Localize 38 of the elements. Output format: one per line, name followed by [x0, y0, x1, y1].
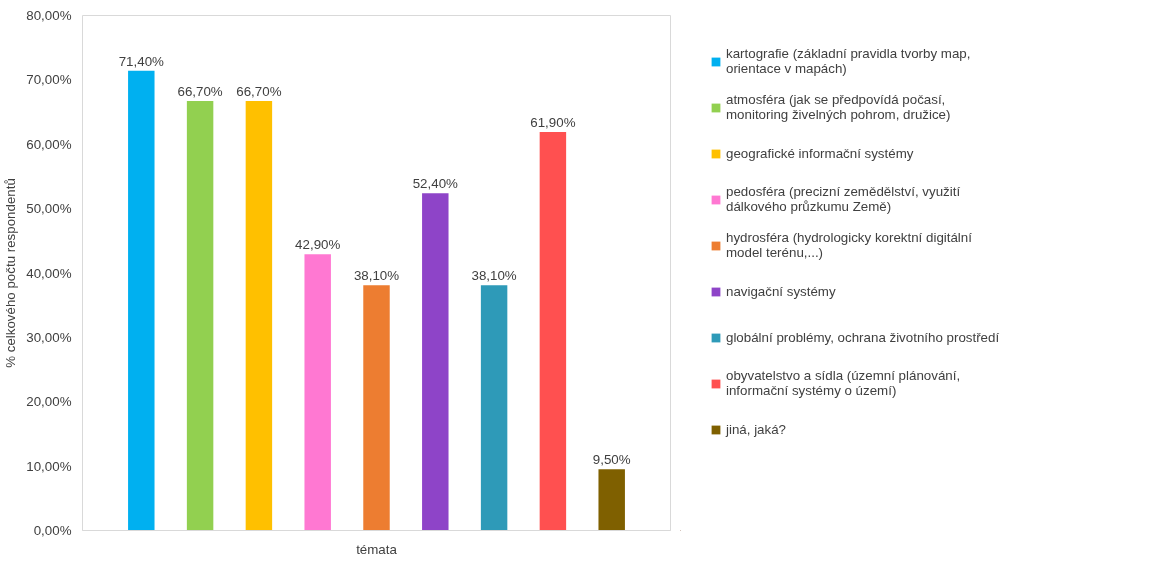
legend-label: pedosféra (precizní zemědělství, využití dálkového průzkumu Země) [726, 183, 961, 215]
bar [128, 70, 155, 531]
y-tick-label: 50,00% [26, 201, 72, 217]
data-label: 38,10% [471, 268, 517, 284]
bar [539, 132, 567, 531]
y-tick-label: 40,00% [26, 265, 72, 281]
bar [186, 101, 214, 531]
legend-label: globální problémy, ochrana životního prostředí [726, 328, 1000, 347]
legend-label: jiná, jaká? [726, 420, 787, 439]
y-tick-label: 80,00% [26, 8, 72, 23]
x-tick-label: témata [356, 541, 398, 557]
legend-label: atmosféra (jak se předpovídá počasí, monitoring živelných pohrom, družice) [726, 91, 951, 123]
data-label: 9,50% [592, 452, 631, 468]
y-tick-label: 60,00% [26, 136, 72, 152]
legend-label: kartografie (základní pravidla tvorby map, orientace v mapách) [726, 45, 971, 77]
legend-label: navigační systémy [726, 282, 836, 301]
data-label: 42,90% [295, 237, 341, 253]
data-label: 66,70% [177, 84, 223, 100]
legend-label: geografické informační systémy [726, 144, 914, 163]
data-label: 38,10% [353, 268, 400, 284]
legend-label: obyvatelstvo a sídla (územní plánování, informační systémy o území) [726, 367, 961, 399]
y-tick-label: 10,00% [26, 458, 72, 474]
y-axis-title: % celkového počtu respondentů [3, 178, 19, 368]
data-label: 66,70% [236, 84, 282, 100]
legend-label: hydrosféra (hydrologicky korektní digitální model terénu,...) [726, 229, 972, 261]
y-tick-label: 20,00% [26, 394, 72, 410]
bar [245, 101, 273, 531]
y-tick-label: 70,00% [26, 72, 72, 88]
data-label: 52,40% [412, 176, 459, 192]
bar [480, 285, 508, 531]
bar [422, 193, 449, 531]
y-tick-label: 30,00% [26, 329, 72, 345]
bar [304, 254, 331, 531]
y-tick-label: 0,00% [33, 523, 72, 538]
bar [363, 285, 390, 531]
data-label: 71,40% [118, 53, 165, 69]
data-label: 61,90% [530, 115, 576, 131]
bar [598, 469, 625, 531]
